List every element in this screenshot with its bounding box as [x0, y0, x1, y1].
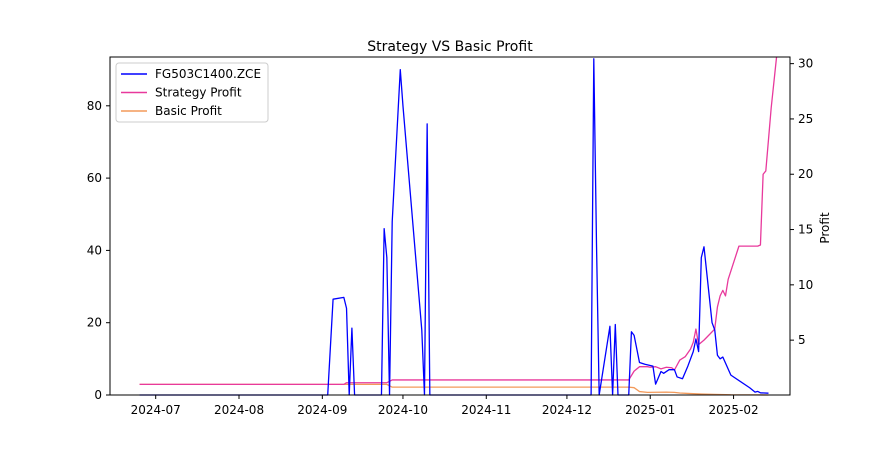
y-right-tick-label-3: 20 — [798, 167, 813, 181]
x-tick-label-2: 2024-09 — [297, 403, 347, 417]
legend-label-0: FG503C1400.ZCE — [155, 67, 261, 81]
x-tick-label-7: 2025-02 — [708, 403, 758, 417]
x-tick-label-4: 2024-11 — [461, 403, 511, 417]
y-left-tick-label-3: 60 — [87, 171, 102, 185]
x-tick-label-5: 2024-12 — [542, 403, 592, 417]
series-line-1 — [139, 56, 778, 386]
x-axis: 2024-07 2024-08 2024-09 2024-10 2024-11 2024-… — [131, 395, 759, 417]
y-left-tick-label-1: 20 — [87, 316, 102, 330]
series-line-0 — [139, 58, 769, 396]
y-axis-right: 5 10 15 20 25 30 — [790, 57, 813, 347]
y-right-tick-label-1: 10 — [798, 278, 813, 292]
y-right-tick-label-2: 15 — [798, 223, 813, 237]
y-right-tick-label-5: 30 — [798, 57, 813, 71]
y-left-tick-label-0: 0 — [94, 388, 102, 402]
x-tick-label-0: 2024-07 — [131, 403, 181, 417]
x-tick-label-1: 2024-08 — [214, 403, 264, 417]
plot-frame — [109, 56, 791, 396]
legend-label-2: Basic Profit — [155, 104, 222, 118]
x-tick-label-6: 2025-01 — [625, 403, 675, 417]
x-tick-label-3: 2024-10 — [378, 403, 428, 417]
legend-box — [115, 62, 269, 123]
y-right-tick-label-4: 25 — [798, 112, 813, 126]
y-axis-left: 0 20 40 60 80 — [87, 99, 110, 402]
legend-label-1: Strategy Profit — [155, 86, 242, 100]
y-right-tick-label-0: 5 — [798, 333, 806, 347]
y-axis-right-title: Profit — [818, 212, 832, 244]
legend: FG503C1400.ZCE Strategy Profit Basic Profi… — [115, 62, 269, 123]
y-left-tick-label-4: 80 — [87, 99, 102, 113]
chart-title: Strategy VS Basic Profit — [367, 39, 533, 55]
y-left-tick-label-2: 40 — [87, 243, 102, 257]
